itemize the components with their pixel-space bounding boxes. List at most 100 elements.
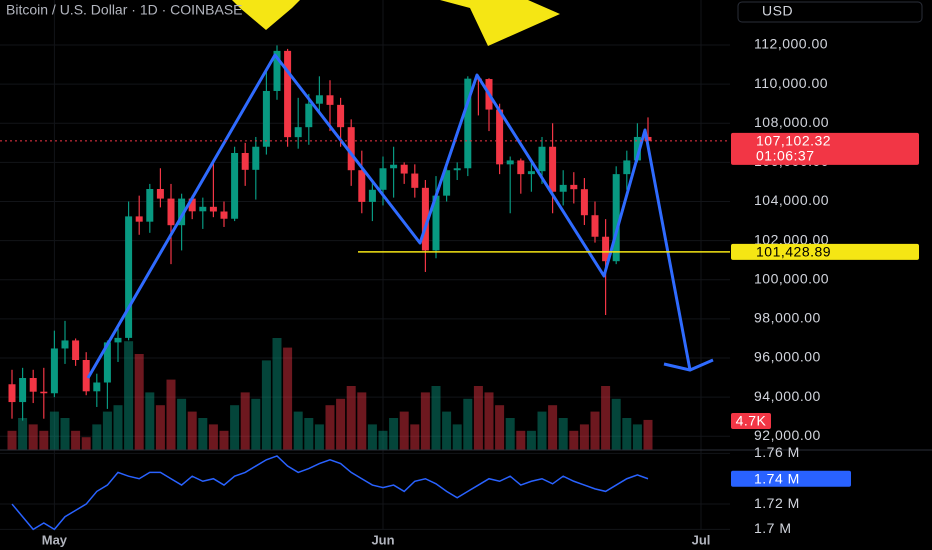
volume-bar xyxy=(293,411,303,450)
candle-body xyxy=(82,360,90,392)
candle-body xyxy=(623,160,631,175)
candle-body xyxy=(400,164,408,174)
volume-bar xyxy=(579,424,589,450)
candle-body xyxy=(61,340,69,349)
last-price-label: 107,102.32 xyxy=(756,133,831,149)
y-tick-label: 108,000.00 xyxy=(754,114,829,130)
volume-bar xyxy=(622,418,632,450)
candle-body xyxy=(135,216,143,222)
candle-body xyxy=(125,216,133,338)
candle-body xyxy=(252,146,260,170)
x-tick-label: Jul xyxy=(692,532,711,547)
volume-bar xyxy=(187,411,197,450)
candle-body xyxy=(432,195,440,251)
yellow-arrow xyxy=(440,0,560,46)
volume-bar xyxy=(7,430,17,450)
volume-bar xyxy=(177,398,187,450)
volume-bar xyxy=(49,411,59,450)
candle-body xyxy=(231,153,239,219)
volume-bar xyxy=(558,418,568,450)
volume-bar xyxy=(410,424,420,450)
volume-bar xyxy=(548,405,558,450)
volume-bar xyxy=(367,424,377,450)
indicator-tick-label: 1.7 M xyxy=(754,520,792,536)
currency-button[interactable] xyxy=(737,1,923,23)
candle-body xyxy=(167,198,175,226)
candle-body xyxy=(326,95,334,105)
candle-body xyxy=(305,103,313,128)
volume-bar xyxy=(378,430,388,450)
volume-bar xyxy=(399,411,409,450)
candle-body xyxy=(517,160,525,175)
candle-body xyxy=(549,146,557,192)
y-tick-label: 98,000.00 xyxy=(754,310,821,326)
volume-bar xyxy=(463,398,473,450)
y-tick-label: 112,000.00 xyxy=(754,36,828,52)
x-tick-label: May xyxy=(42,532,68,547)
candle-body xyxy=(209,206,217,212)
candle-body xyxy=(368,189,376,202)
volume-bar xyxy=(166,379,176,450)
indicator-tick-label: 1.72 M xyxy=(754,495,800,511)
volume-bar xyxy=(71,430,81,450)
candle-body xyxy=(443,170,451,196)
candle-body xyxy=(294,127,302,138)
volume-bar xyxy=(420,392,430,450)
indicator-label-bg xyxy=(731,470,851,487)
volume-label-bg xyxy=(731,413,771,429)
volume-bar xyxy=(442,411,452,450)
candle-body xyxy=(421,187,429,251)
candle-body xyxy=(464,78,472,169)
volume-bar xyxy=(643,419,653,450)
volume-bar xyxy=(39,430,49,450)
candle-body xyxy=(241,153,249,170)
y-tick-label: 92,000.00 xyxy=(754,427,821,443)
candle-body xyxy=(262,90,270,147)
candle-body xyxy=(93,382,101,392)
volume-bar xyxy=(28,424,38,450)
candle-body xyxy=(29,378,37,392)
candle-body xyxy=(72,340,80,360)
candle-body xyxy=(337,104,345,128)
volume-bar xyxy=(325,405,335,450)
candle-body xyxy=(284,50,292,138)
candle-body xyxy=(273,50,281,91)
volume-bar xyxy=(81,437,91,450)
chart-title: Bitcoin / U.S. Dollar · 1D · COINBASE xyxy=(6,2,243,18)
y-tick-label: 104,000.00 xyxy=(754,192,829,208)
candle-body xyxy=(496,109,504,165)
volume-bar xyxy=(336,398,346,450)
candle-body xyxy=(103,342,111,383)
y-tick-label: 96,000.00 xyxy=(754,349,821,365)
candle-body xyxy=(358,170,366,202)
candle-body xyxy=(453,168,461,171)
currency[interactable]: USD xyxy=(762,3,793,19)
candle-body xyxy=(50,348,58,394)
countdown: 01:06:37 xyxy=(756,148,815,164)
volume-bar xyxy=(314,424,324,450)
candle-body xyxy=(379,168,387,190)
indicator-line xyxy=(11,455,649,531)
volume-bar xyxy=(346,386,356,450)
volume-bar xyxy=(18,418,28,450)
volume-bar xyxy=(357,392,367,450)
grid xyxy=(0,0,730,530)
volume-bar xyxy=(208,424,218,450)
candle-body xyxy=(199,206,207,212)
volume-bar xyxy=(569,430,579,450)
volume-bar xyxy=(145,392,155,450)
volume-bar xyxy=(431,386,441,450)
candle-body xyxy=(178,198,186,226)
candle-body xyxy=(146,189,154,222)
volume-bar xyxy=(601,386,611,450)
candle-body xyxy=(188,198,196,212)
volume-bar xyxy=(632,424,642,450)
volume-bar xyxy=(537,411,547,450)
candle-body xyxy=(411,173,419,188)
y-tick-label: 102,000.00 xyxy=(754,231,829,247)
yellow-arrow xyxy=(232,0,300,30)
candle-body xyxy=(559,184,567,192)
level-label-bg xyxy=(731,243,919,260)
volume-bar xyxy=(92,424,102,450)
